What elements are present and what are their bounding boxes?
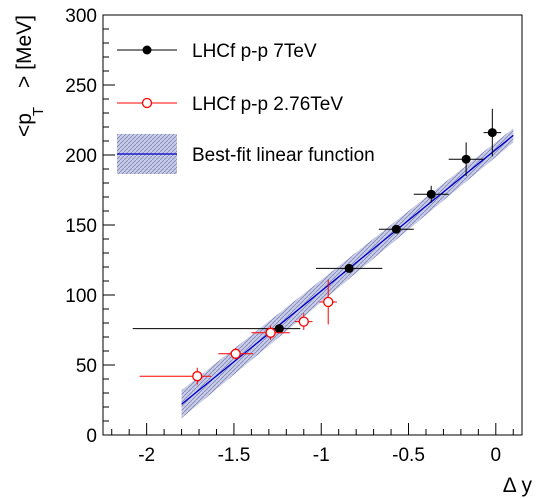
y-tick-label: 200 [65,146,97,167]
legend-marker-7tev [143,46,152,55]
y-tick-label: 50 [76,356,97,377]
legend-marker-276tev [143,99,152,108]
x-axis-title: Δ y [503,474,533,497]
legend-entry-7tev: LHCf p-p 7TeV [117,41,317,62]
y-tick-label: 250 [65,76,97,97]
point-marker [392,225,401,234]
plot-frame [103,15,522,435]
point-marker [299,317,308,326]
x-tick-label: -1.5 [218,445,251,466]
point-marker [193,372,202,381]
fit-band-layer [182,128,514,418]
y-axis-title: > [MeV] <p T [13,15,47,137]
fit-error-band [182,128,514,418]
svg-text:> [MeV]: > [MeV] [13,15,36,88]
y-tick-label: 150 [65,216,97,237]
y-axis-ticks: 0 50 100 150 200 250 300 [65,6,115,447]
point-marker [488,128,497,137]
legend-label-fit: Best-fit linear function [192,145,375,166]
point-marker [275,324,284,333]
point-marker [462,155,471,164]
data-point-0-1 [316,264,382,273]
point-marker [231,349,240,358]
legend-label-276tev: LHCf p-p 2.76TeV [192,94,343,115]
point-marker [266,328,275,337]
legend-label-7tev: LHCf p-p 7TeV [192,41,317,62]
y-axis-title-tail: > [MeV] [13,15,36,88]
point-marker [324,298,333,307]
legend: LHCf p-p 7TeV LHCf p-p 2.76TeV Best-fit … [117,41,375,174]
legend-entry-fit: Best-fit linear function [117,134,375,174]
x-tick-label: 0 [491,445,502,466]
x-axis-ticks: -2 -1.5 -1 -0.5 0 [112,423,514,466]
y-tick-label: 100 [65,286,97,307]
point-marker [427,190,436,199]
legend-entry-276tev: LHCf p-p 2.76TeV [117,94,343,115]
y-axis-title-sub: T [30,107,47,116]
x-tick-label: -2 [138,445,155,466]
point-marker [345,264,354,273]
x-tick-label: -1 [313,445,330,466]
x-tick-label: -0.5 [392,445,425,466]
y-tick-label: 0 [86,426,97,447]
y-tick-label: 300 [65,6,97,27]
